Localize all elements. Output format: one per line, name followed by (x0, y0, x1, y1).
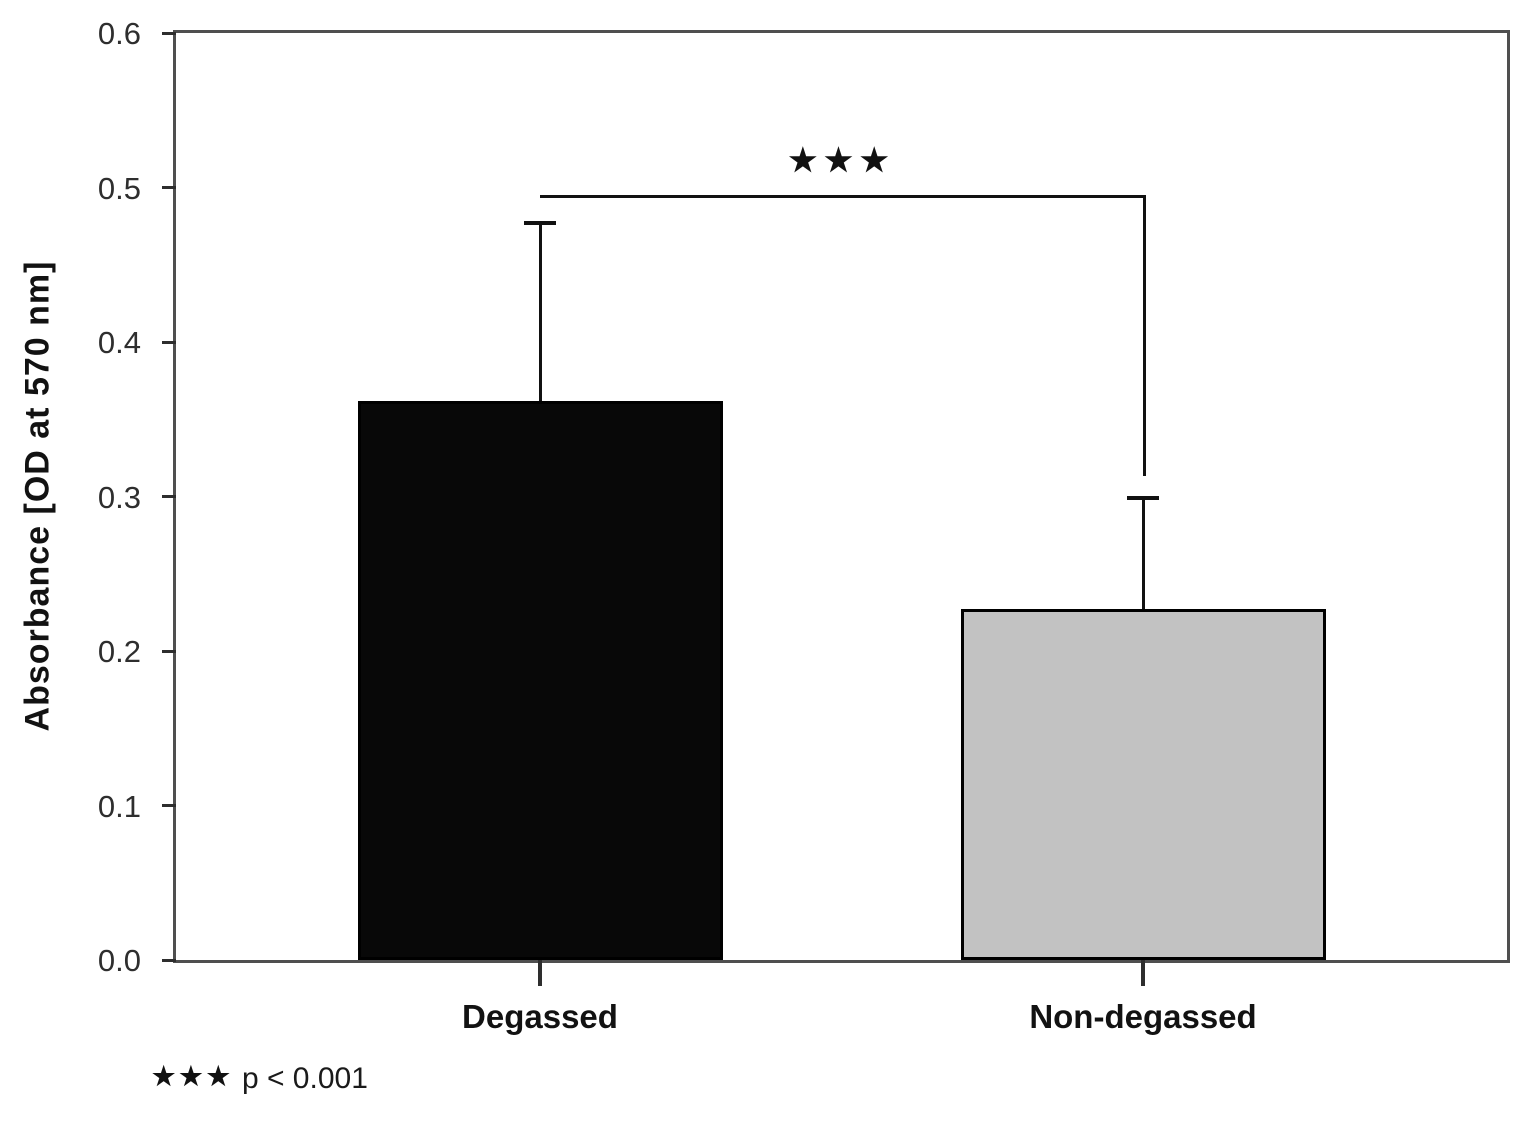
y-tick-label: 0.6 (97, 16, 141, 51)
y-axis-tick (162, 31, 176, 35)
y-tick-label: 0.1 (97, 788, 141, 824)
y-axis-tick (162, 495, 176, 498)
footnote-text: p < 0.001 (241, 1062, 368, 1095)
y-axis-tick (162, 340, 176, 344)
category-label-non-degassed: Non-degassed (1029, 998, 1257, 1035)
bar-non-degassed (960, 609, 1326, 960)
category-label-degassed: Degassed (462, 998, 618, 1035)
y-axis-tick (162, 186, 176, 189)
y-axis-tick (162, 958, 176, 962)
error-bar-line-non-degassed (1141, 498, 1145, 610)
y-tick-label: 0.2 (97, 634, 141, 669)
y-axis-tick (162, 804, 176, 807)
x-axis-tick-degassed (538, 960, 542, 986)
y-axis-tick (162, 649, 176, 653)
y-tick-label: 0.4 (97, 325, 141, 360)
bar-degassed (357, 400, 723, 960)
plot-area: ★★★ 0.0 0.1 0.2 0.3 0.4 0.5 0.6 (98, 18, 1510, 986)
error-bar-cap-non-degassed (1127, 496, 1159, 501)
footnote-stars: ★★★ (152, 1061, 234, 1091)
y-tick-label: 0.3 (97, 479, 141, 515)
y-tick-label: 0.0 (97, 943, 141, 978)
x-axis-tick-non-degassed (1141, 960, 1145, 986)
significance-bracket (540, 195, 1146, 477)
error-bar-cap-degassed (524, 221, 556, 226)
y-tick-label: 0.5 (97, 170, 141, 206)
error-bar-line-degassed (538, 223, 542, 401)
significance-stars: ★★★ (788, 142, 896, 178)
significance-footnote: ★★★ p < 0.001 (152, 1061, 368, 1096)
